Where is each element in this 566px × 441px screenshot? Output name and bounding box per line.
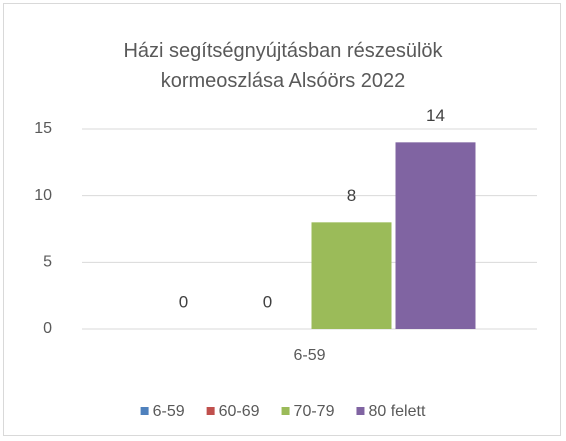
legend-swatch	[281, 407, 290, 415]
data-label: 8	[347, 186, 356, 205]
y-tick-label: 5	[43, 254, 52, 271]
legend-label: 6-59	[153, 403, 185, 420]
data-label: 14	[426, 106, 445, 125]
data-label: 0	[179, 292, 188, 311]
legend-label: 60-69	[219, 403, 260, 420]
legend-label: 80 felett	[368, 403, 425, 420]
y-tick-label: 0	[43, 320, 52, 337]
bar	[311, 222, 392, 329]
bar	[395, 142, 476, 329]
y-tick-label: 15	[34, 120, 52, 137]
chart-title: Házi segítségnyújtásban részesülök korme…	[123, 40, 443, 92]
legend-swatch	[356, 407, 365, 415]
data-label: 0	[263, 292, 272, 311]
x-tick-label: 6-59	[293, 347, 325, 364]
legend-swatch	[140, 407, 149, 415]
legend-swatch	[206, 407, 215, 415]
legend-label: 70-79	[294, 403, 335, 420]
y-tick-label: 10	[34, 187, 52, 204]
chart-border	[3, 3, 561, 436]
